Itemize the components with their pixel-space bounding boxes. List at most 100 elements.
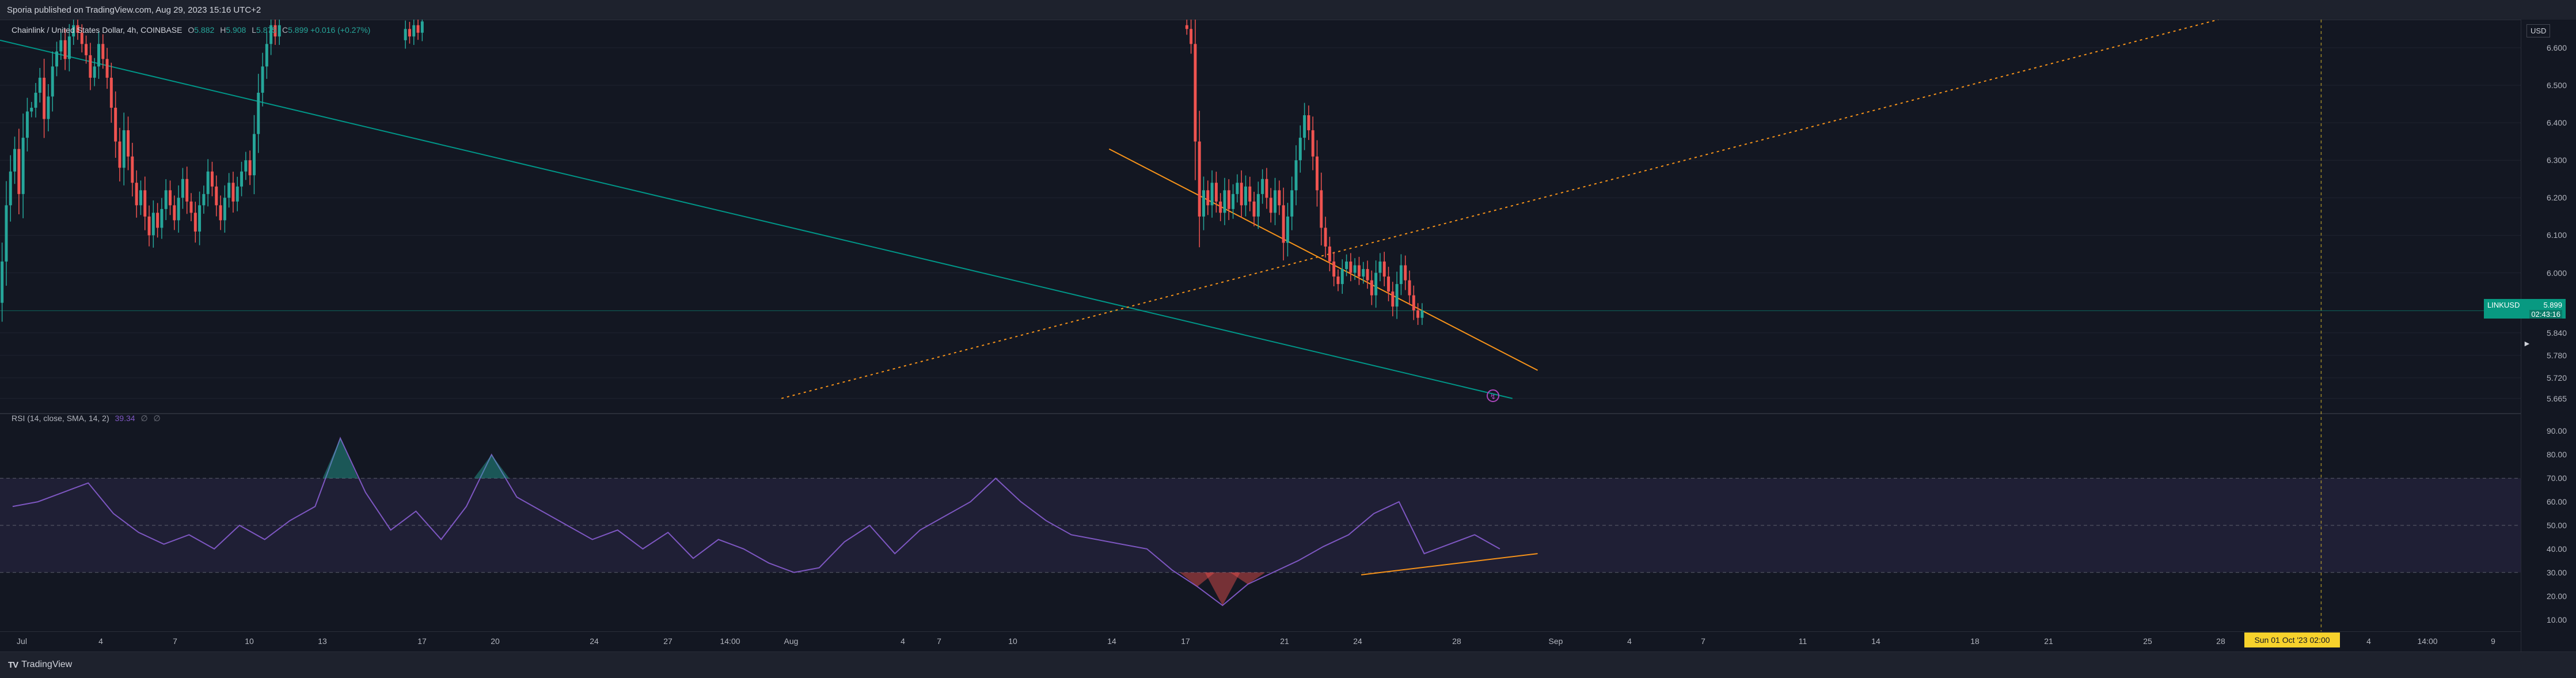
price-axis-label: 6.100 [2546, 230, 2567, 240]
candle-body [143, 190, 147, 217]
price-axis-label: 5.665 [2546, 393, 2567, 403]
time-axis-label: 9 [2491, 637, 2495, 646]
rsi-overbought-fill [474, 454, 510, 479]
candle-body [1349, 262, 1352, 273]
rsi-axis-label: 30.00 [2546, 567, 2567, 577]
candle-body [1252, 201, 1256, 217]
last-price-tag: LINKUSD 5.899 02:43:16 [2484, 299, 2566, 319]
rsi-ma-value-2: ∅ [153, 414, 161, 423]
candle-body [1294, 160, 1298, 191]
candle-body [17, 149, 21, 194]
rsi-ma-value: ∅ [140, 414, 148, 423]
price-axis[interactable] [2521, 20, 2576, 652]
candle-body [269, 25, 273, 44]
candle-body [1282, 205, 1285, 243]
legend-change: +0.016 (+0.27%) [310, 25, 371, 35]
candle-body [5, 205, 8, 262]
candle-body [219, 205, 222, 221]
time-axis-label: 24 [1353, 637, 1362, 646]
crosshair-date-label: Sun 01 Oct '23 02:00 [2244, 632, 2340, 647]
candle-body [215, 186, 218, 206]
candle-body [1298, 138, 1302, 161]
candle-body [240, 171, 244, 187]
candle-body [1206, 190, 1210, 206]
publish-text: Sporia published on TradingView.com, Aug… [7, 5, 261, 15]
candle-body [1303, 115, 1306, 138]
footer: TV TradingView [0, 652, 2576, 678]
candle-body [1357, 265, 1361, 277]
candle-body [1236, 183, 1239, 194]
price-axis-label: 6.500 [2546, 80, 2567, 90]
price-axis-label: 5.720 [2546, 373, 2567, 382]
candle-body [43, 77, 46, 119]
symbol-legend[interactable]: Chainlink / United States Dollar, 4h, CO… [12, 25, 370, 35]
candle-body [1286, 216, 1289, 243]
rsi-axis-label: 10.00 [2546, 615, 2567, 624]
candle-body [51, 66, 54, 97]
time-axis-label: Aug [784, 637, 799, 646]
rsi-axis-label: 50.00 [2546, 521, 2567, 530]
price-axis-label: 5.780 [2546, 350, 2567, 360]
candle-body [34, 92, 37, 108]
candle-body [252, 134, 256, 176]
candle-body [1366, 269, 1369, 281]
time-axis-label: 25 [2143, 637, 2152, 646]
candle-body [55, 51, 58, 67]
time-axis-label: 14:00 [2417, 637, 2438, 646]
candle-body [1416, 310, 1420, 318]
time-axis-label: 21 [2044, 637, 2053, 646]
time-axis-label: 14:00 [720, 637, 740, 646]
time-axis-label: 4 [1627, 637, 1632, 646]
candle-body [1404, 265, 1407, 281]
candle-body [21, 138, 25, 194]
rsi-axis-label: 60.00 [2546, 497, 2567, 507]
time-axis-label: 28 [1452, 637, 1461, 646]
candle-body [1223, 190, 1226, 213]
tradingview-logo-icon: TV [8, 660, 18, 670]
candle-body [1190, 29, 1193, 44]
candle-body [156, 213, 159, 228]
candle-body [273, 25, 277, 37]
candle-body [76, 25, 79, 33]
candle-body [101, 44, 105, 59]
rsi-legend[interactable]: RSI (14, close, SMA, 14, 2) 39.34 ∅ ∅ [12, 414, 161, 423]
lightning-icon[interactable]: ↯ [1487, 389, 1499, 402]
tradingview-logo[interactable]: TV TradingView [8, 660, 72, 670]
candle-body [89, 55, 92, 78]
candle-body [185, 179, 189, 202]
candle-body [122, 130, 126, 168]
candle-body [127, 130, 130, 157]
candle-body [1408, 280, 1411, 296]
legend-open: O5.882 [188, 25, 215, 35]
candle-body [131, 156, 134, 183]
chart-pane[interactable] [0, 20, 2521, 652]
candle-body [265, 44, 268, 67]
time-axis-label: 24 [590, 637, 599, 646]
currency-button[interactable]: USD [2526, 24, 2551, 37]
candle-body [1316, 156, 1319, 191]
time-axis-label: Sep [1548, 637, 1563, 646]
candle-body [1202, 190, 1205, 217]
candle-body [25, 111, 29, 138]
candle-body [9, 171, 12, 206]
time-axis-label: 27 [663, 637, 673, 646]
candle-body [173, 205, 176, 221]
candle-body [416, 25, 420, 33]
candle-body [1248, 186, 1252, 202]
cursor-arrow-icon: ► [2523, 339, 2531, 348]
candle-body [85, 44, 88, 55]
candle-body [278, 25, 281, 37]
time-axis[interactable] [0, 631, 2521, 652]
candle-body [1420, 310, 1424, 318]
candle-body [1395, 284, 1399, 307]
rsi-axis-label: 20.00 [2546, 591, 2567, 601]
candle-body [1256, 194, 1260, 217]
rsi-axis-label: 90.00 [2546, 426, 2567, 436]
candle-body [1382, 262, 1386, 277]
time-axis-label: 7 [937, 637, 941, 646]
candle-body [1240, 183, 1243, 206]
candle-body [47, 96, 50, 119]
candle-body [118, 141, 121, 168]
candle-body [1370, 280, 1373, 296]
candle-body [248, 160, 252, 176]
